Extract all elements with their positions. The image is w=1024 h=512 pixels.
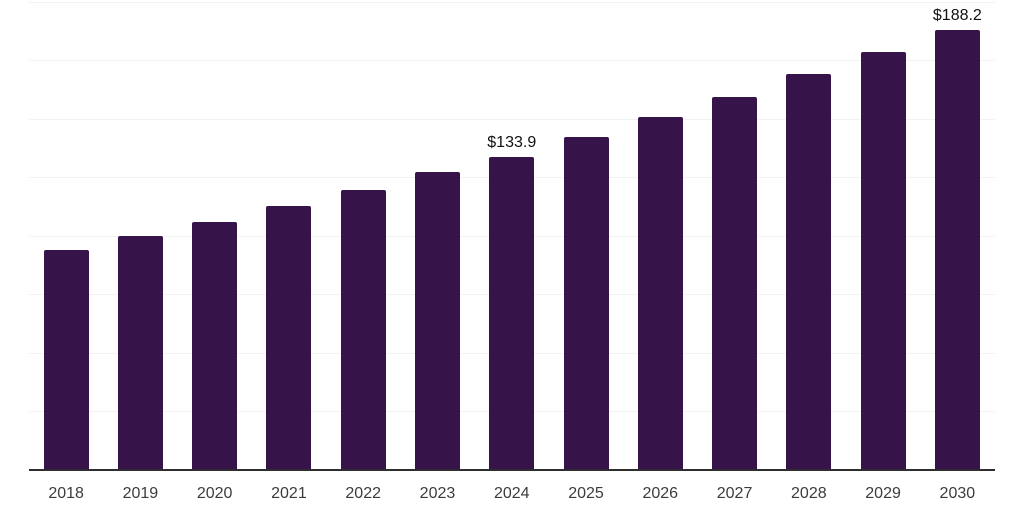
grid-line	[29, 118, 995, 120]
x-axis-line	[29, 469, 995, 471]
x-tick-label-2020: 2020	[196, 485, 233, 502]
x-tick-label-2023: 2023	[419, 485, 456, 502]
x-tick-label-2025: 2025	[568, 485, 604, 502]
bar-value-label-2030: $188.2	[932, 6, 982, 24]
bar-2023	[414, 172, 460, 470]
grid-line	[29, 60, 995, 62]
x-tick-label-2026: 2026	[642, 485, 679, 502]
bar-2018	[43, 250, 89, 470]
bar-2022	[340, 189, 386, 470]
bar-value-label-2024: $133.9	[487, 133, 537, 151]
bar-2028	[786, 74, 832, 470]
bar-2029	[860, 51, 906, 470]
bar-2021	[266, 205, 312, 470]
x-tick-label-2024: 2024	[493, 485, 530, 502]
x-tick-label-2030: 2030	[939, 485, 976, 502]
bar-2026	[637, 117, 683, 470]
bar-2027	[712, 96, 758, 470]
bar-2024	[489, 156, 535, 470]
bar-2020	[192, 221, 238, 470]
x-tick-label-2027: 2027	[716, 485, 753, 502]
x-tick-label-2029: 2029	[865, 485, 901, 502]
bar-2030	[934, 29, 980, 470]
x-tick-label-2019: 2019	[122, 485, 159, 502]
x-tick-label-2028: 2028	[791, 485, 827, 502]
x-tick-label-2018: 2018	[48, 485, 84, 502]
x-tick-label-2021: 2021	[271, 485, 307, 502]
bar-2025	[563, 136, 609, 470]
x-tick-label-2022: 2022	[345, 485, 381, 502]
grid-line	[29, 2, 995, 3]
bar-2019	[117, 235, 163, 470]
